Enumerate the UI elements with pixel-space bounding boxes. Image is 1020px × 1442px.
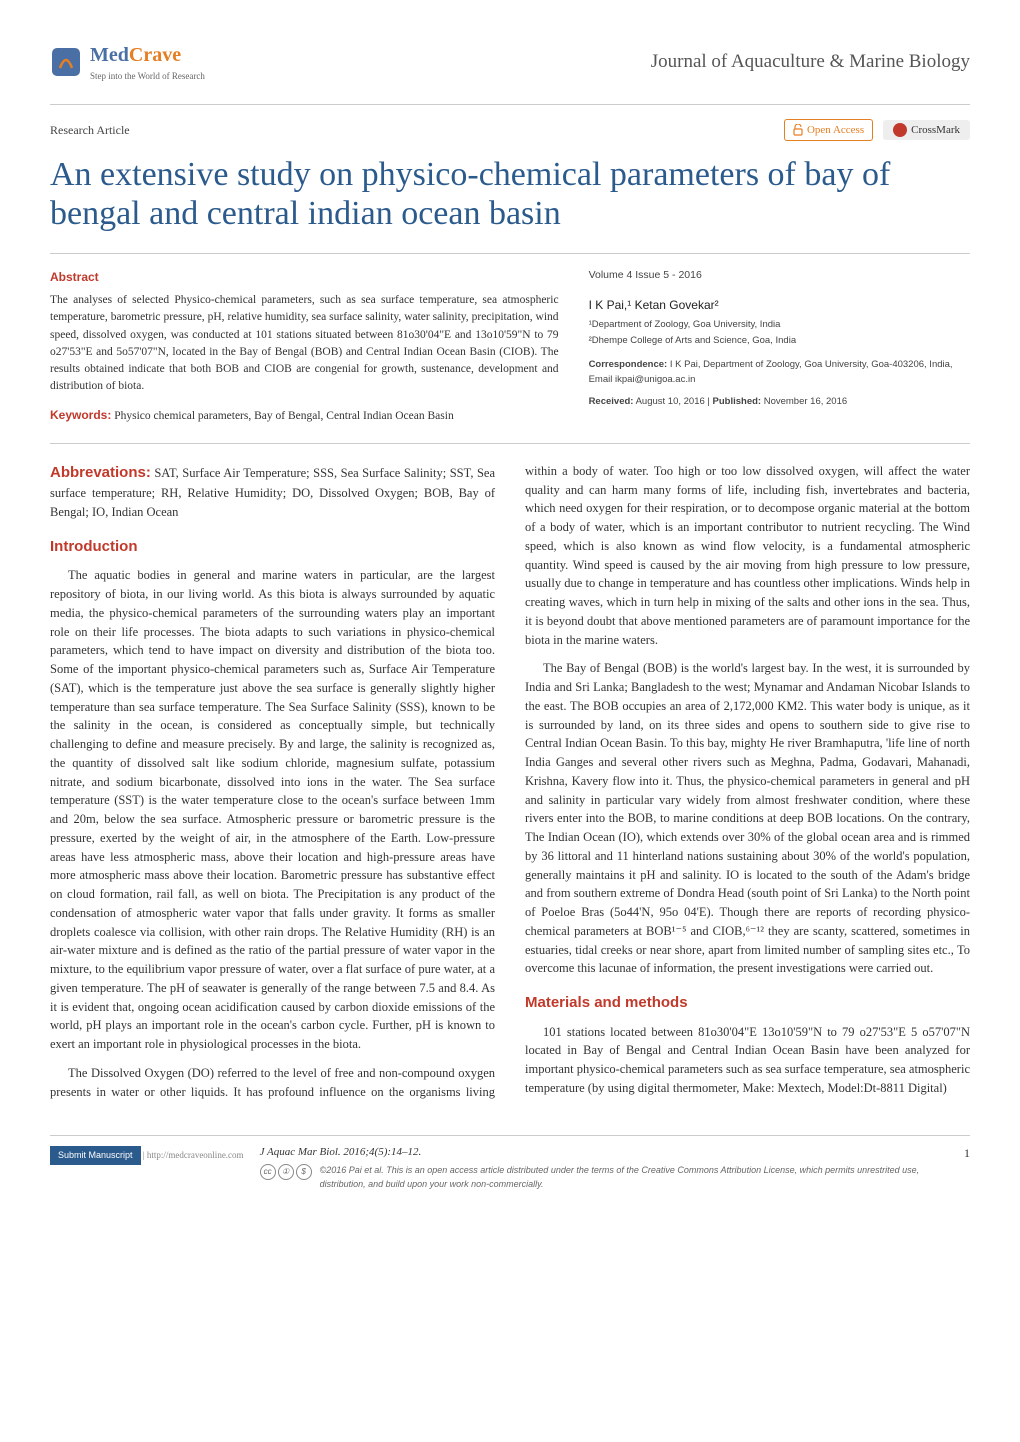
article-type: Research Article bbox=[50, 121, 130, 139]
crossmark-badge[interactable]: CrossMark bbox=[883, 120, 970, 141]
dates: Received: August 10, 2016 | Published: N… bbox=[589, 395, 970, 409]
crossmark-label: CrossMark bbox=[911, 122, 960, 139]
open-access-badge[interactable]: Open Access bbox=[784, 119, 873, 142]
article-meta: Volume 4 Issue 5 - 2016 I K Pai,¹ Ketan … bbox=[589, 268, 970, 425]
submit-manuscript-button[interactable]: Submit Manuscript bbox=[50, 1146, 141, 1166]
lock-open-icon bbox=[793, 124, 803, 136]
intro-para-3: The Bay of Bengal (BOB) is the world's l… bbox=[525, 659, 970, 978]
header: MedCrave Step into the World of Research… bbox=[50, 40, 970, 84]
published-label: Published: bbox=[713, 396, 762, 407]
abstract-heading: Abstract bbox=[50, 268, 559, 286]
correspondence: Correspondence: I K Pai, Department of Z… bbox=[589, 358, 970, 387]
page-number: 1 bbox=[964, 1144, 970, 1162]
correspondence-label: Correspondence: bbox=[589, 359, 668, 370]
abstract-text: The analyses of selected Physico-chemica… bbox=[50, 292, 559, 396]
journal-title: Journal of Aquaculture & Marine Biology bbox=[651, 48, 970, 77]
published-date: November 16, 2016 bbox=[761, 396, 847, 407]
logo-text: MedCrave bbox=[90, 40, 205, 70]
citation: J Aquac Mar Biol. 2016;4(5):14–12. bbox=[260, 1144, 948, 1161]
keywords: Keywords: Physico chemical parameters, B… bbox=[50, 406, 559, 425]
submit-url: | http://medcraveonline.com bbox=[141, 1150, 244, 1160]
nc-icon: $ bbox=[296, 1164, 312, 1180]
submit-label: Submit Manuscript bbox=[58, 1150, 133, 1160]
cc-icon: cc bbox=[260, 1164, 276, 1180]
cc-badge: cc ① $ bbox=[260, 1164, 312, 1180]
abbreviations: Abbrevations: SAT, Surface Air Temperatu… bbox=[50, 462, 495, 522]
divider bbox=[50, 104, 970, 105]
article-title: An extensive study on physico-chemical p… bbox=[50, 155, 970, 233]
methods-heading: Materials and methods bbox=[525, 992, 970, 1015]
logo-icon bbox=[50, 46, 82, 78]
open-access-label: Open Access bbox=[807, 122, 864, 139]
footer: Submit Manuscript | http://medcraveonlin… bbox=[50, 1135, 970, 1192]
volume-issue: Volume 4 Issue 5 - 2016 bbox=[589, 268, 970, 284]
meta-row: Research Article Open Access CrossMark bbox=[50, 119, 970, 142]
keywords-text: Physico chemical parameters, Bay of Beng… bbox=[111, 410, 453, 422]
by-icon: ① bbox=[278, 1164, 294, 1180]
crossmark-icon bbox=[893, 123, 907, 137]
received-label: Received: bbox=[589, 396, 634, 407]
intro-para-1: The aquatic bodies in general and marine… bbox=[50, 566, 495, 1054]
body-columns: Abbrevations: SAT, Surface Air Temperatu… bbox=[50, 462, 970, 1105]
received-date: August 10, 2016 | bbox=[633, 396, 712, 407]
logo: MedCrave Step into the World of Research bbox=[50, 40, 205, 84]
logo-tagline: Step into the World of Research bbox=[90, 70, 205, 84]
keywords-label: Keywords: bbox=[50, 408, 111, 422]
license-text: ©2016 Pai et al. This is an open access … bbox=[320, 1164, 948, 1191]
methods-para-1: 101 stations located between 81o30'04"E … bbox=[525, 1023, 970, 1098]
introduction-heading: Introduction bbox=[50, 536, 495, 559]
affiliation-2: ²Dhempe College of Arts and Science, Goa… bbox=[589, 334, 970, 348]
authors: I K Pai,¹ Ketan Govekar² bbox=[589, 296, 970, 314]
affiliation-1: ¹Department of Zoology, Goa University, … bbox=[589, 318, 970, 332]
abbreviations-label: Abbrevations: bbox=[50, 464, 151, 481]
